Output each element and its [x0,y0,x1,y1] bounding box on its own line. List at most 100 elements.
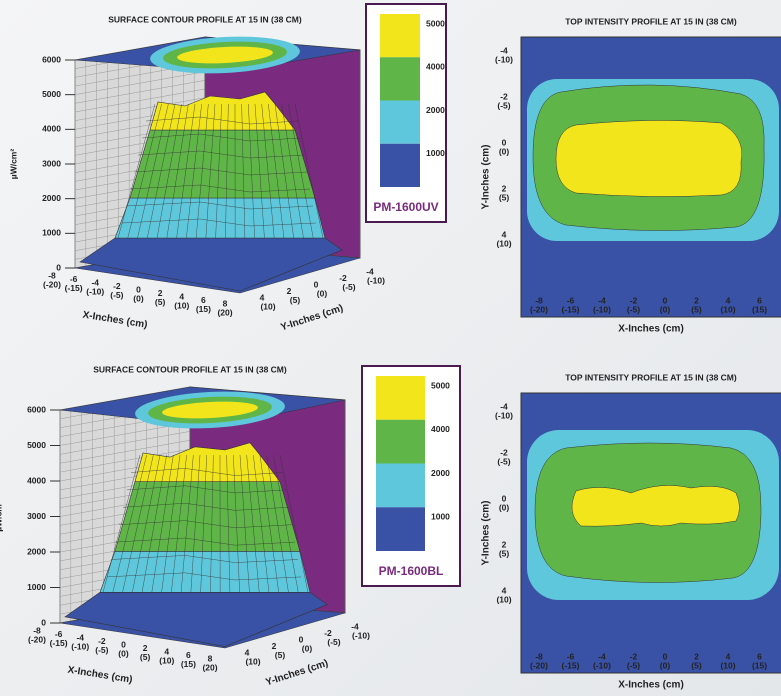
legend-level: 4000 [426,62,445,72]
mesh-line [268,103,285,239]
mesh-line [205,103,216,239]
z-axis-label: µW/cm² [0,501,3,532]
mesh-line [141,455,167,593]
x-tick-label: (20) [217,307,232,317]
top-plot: TOP INTENSITY PROFILE AT 15 IN (38 CM) -4… [481,372,781,691]
legend-level: 1000 [426,148,445,158]
mesh-line [106,572,302,581]
x-tick-label: (-10) [593,660,611,670]
x-tick-label: (-15) [65,283,83,293]
x-tick-label: -8 [535,651,543,661]
y-tick-label: (-5) [342,282,355,292]
y-tick-label: (10) [496,594,511,604]
y-tick-label: (-5) [497,456,510,466]
y-tick-label: -2 [339,273,347,283]
legend-level: 2000 [426,105,445,115]
y-tick-label: (0) [317,288,328,298]
mesh-line [114,537,296,546]
contour-4000 [555,120,743,197]
top-plot: TOP INTENSITY PROFILE AT 15 IN (38 CM) -4… [481,16,781,335]
x-tick-label: 0 [663,651,668,661]
x-tick-label: (-10) [593,304,611,314]
mesh-line [210,455,214,593]
x-tick-label: -2 [113,281,121,291]
mesh-line [294,103,324,239]
legend-swatch [380,57,420,101]
mesh-line [195,103,209,239]
mesh-line [266,455,289,593]
surface-band [79,237,343,292]
y-tick-label: (10) [245,656,260,666]
legend-swatch [376,507,425,551]
x-tick-label: (-20) [530,304,548,314]
z-tick-label: 6000 [27,404,46,414]
z-tick-label: 1000 [42,228,61,238]
mesh-line [161,455,181,593]
x-tick-label: 6 [757,651,762,661]
x-tick-label: -2 [630,295,638,305]
x-tick-label: -8 [48,270,56,280]
legend-swatch [380,14,420,58]
legend-level: 2000 [431,468,450,478]
x-tick-label: -4 [91,277,99,287]
mesh-line [279,455,309,593]
x-tick-label: -6 [70,274,78,284]
y-tick-label: 2 [287,286,292,296]
z-tick-label: 0 [41,617,46,627]
wall-grid [59,448,191,473]
x-tick-label: (-15) [562,304,580,314]
x-axis-label: X-Inches (cm) [618,324,684,335]
legend-level: 4000 [431,424,450,434]
wall-grid [74,88,206,113]
y-tick-label: 4 [245,647,250,657]
model-name: PM-1600UV [373,200,438,214]
z-axis-label: µW/cm² [8,149,18,180]
x-tick-label: (-5) [95,645,108,655]
y-tick-label: (5) [275,650,286,660]
y-tick-label: -4 [351,621,359,631]
surface-band [114,197,326,239]
mesh-line [141,133,302,142]
y-tick-label: 4 [260,292,265,302]
mesh-line [176,103,196,239]
surface-plot: SURFACE CONTOUR PROFILE AT 15 IN (38 CM)… [0,364,370,688]
mesh-line [129,184,311,193]
y-tick-label: (10) [260,301,275,311]
x-tick-label: (-15) [562,660,580,670]
y-tick-label: -2 [500,447,508,457]
legend-swatch [376,463,425,508]
x-tick-label: (-20) [530,660,548,670]
mesh-line [239,455,250,593]
x-tick-label: (0) [660,660,671,670]
top-contour [177,46,273,64]
x-tick-label: 8 [208,653,213,663]
mesh-line [225,103,229,239]
x-tick-label: 6 [201,295,206,305]
mesh-line [127,103,162,239]
legend-level: 5000 [426,18,445,28]
mesh-line [281,103,304,239]
x-tick-label: (-20) [28,634,46,644]
mesh-line [288,103,314,239]
x-tick-label: -4 [598,295,606,305]
mesh-line [156,103,182,239]
z-tick-label: 3000 [42,158,61,168]
legend: 5000 4000 2000 1000 PM-1600UV [365,3,447,223]
mesh-line [117,103,156,239]
plot-title: SURFACE CONTOUR PROFILE AT 15 IN (38 CM) [108,14,302,24]
legend-level: 1000 [431,512,450,522]
x-tick-label: (-20) [43,279,61,289]
z-tick-label: 3000 [27,511,46,521]
y-tick-label: (0) [302,643,313,653]
x-tick-label: (-5) [627,304,640,314]
mesh-line [200,455,207,593]
y-tick-label: (5) [499,192,510,202]
mesh-line [112,455,147,593]
x-tick-label: (20) [202,662,217,672]
y-tick-label: (5) [290,295,301,305]
mesh-line [133,167,308,176]
x-tick-label: 0 [121,639,126,649]
contour-4000 [571,485,740,527]
x-tick-label: -8 [535,295,543,305]
z-tick-label: 1000 [27,582,46,592]
